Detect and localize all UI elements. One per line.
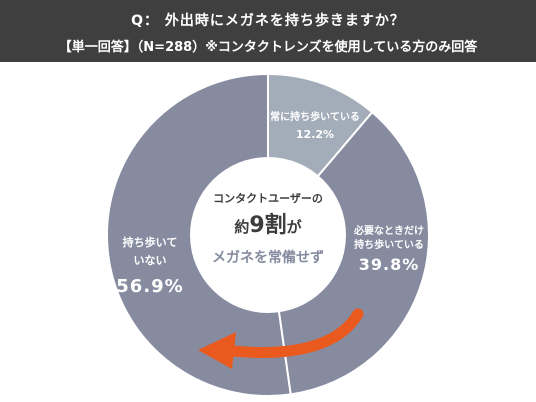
- donut-hole: [190, 157, 346, 313]
- slice-label-when-needed-value: 39.8%: [359, 255, 420, 274]
- center-line-2: 約9割が: [234, 212, 302, 238]
- slice-label-not-carry: 持ち歩いて いない 56.9%: [116, 235, 183, 297]
- question-title: Q： 外出時にメガネを持ち歩きますか？: [131, 13, 405, 29]
- center-line-3: メガネを常備せず: [212, 249, 324, 266]
- slice-label-when-needed: 必要なときだけ 持ち歩いている 39.8%: [353, 224, 424, 274]
- center-line-2-number: 9割: [249, 212, 286, 238]
- arrow-icon: [198, 308, 364, 369]
- center-line-2-suffix: が: [287, 218, 303, 236]
- slice-label-not-carry-line1: 持ち歩いて: [123, 235, 178, 249]
- slice-carry-when-needed: [266, 110, 430, 396]
- slice-label-not-carry-line2: いない: [134, 254, 167, 267]
- question-subtitle: 【単一回答】（N=288）※コンタクトレンズを使用している方のみ回答: [58, 40, 478, 55]
- slice-label-not-carry-value: 56.9%: [116, 276, 183, 297]
- chart-header: Q： 外出時にメガネを持ち歩きますか？ 【単一回答】（N=288）※コンタクトレ…: [0, 0, 536, 62]
- slice-label-always: 常に持ち歩いている 12.2%: [270, 110, 360, 141]
- center-line-1: コンタクトユーザーの: [213, 192, 323, 205]
- slice-label-when-needed-line1: 必要なときだけ: [353, 224, 424, 237]
- slice-label-when-needed-line2: 持ち歩いている: [354, 238, 424, 251]
- slice-label-always-value: 12.2%: [296, 128, 334, 141]
- center-line-2-prefix: 約: [234, 218, 249, 236]
- slice-label-always-name: 常に持ち歩いている: [270, 110, 360, 123]
- donut-chart: 常に持ち歩いている 12.2% 必要なときだけ 持ち歩いている 39.8% 持ち…: [106, 72, 430, 397]
- center-message: コンタクトユーザーの 約9割が メガネを常備せず: [212, 192, 324, 266]
